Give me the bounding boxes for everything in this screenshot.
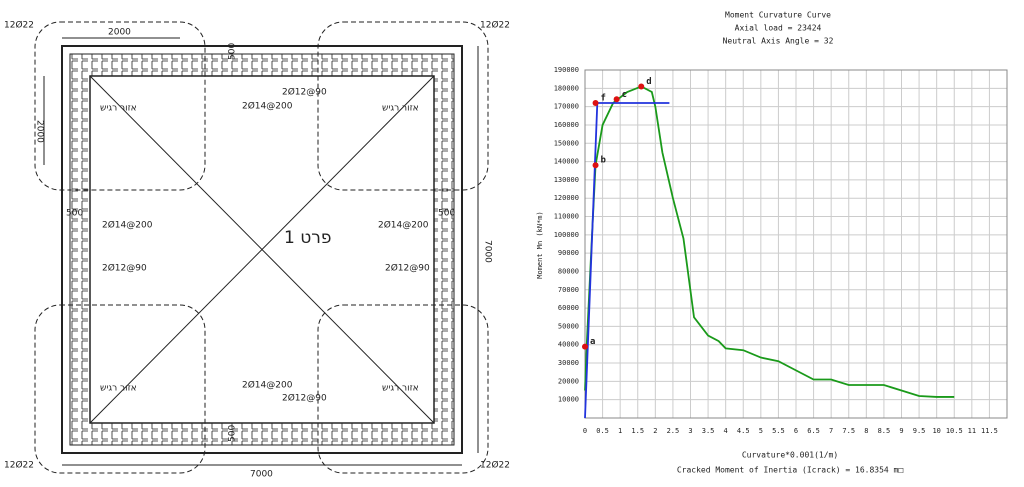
label: 500: [438, 209, 455, 219]
label: אזור רגיש: [100, 384, 137, 394]
plot-frame: [584, 69, 1008, 419]
y-tick-label: 140000: [554, 158, 579, 166]
label: 7000: [483, 240, 493, 263]
note: Cracked Moment of Inertia (Icrack) = 16.…: [677, 466, 904, 475]
y-tick-label: 60000: [558, 304, 579, 312]
x-tick-label: 11.5: [981, 427, 998, 435]
x-tick-label: 3: [688, 427, 692, 435]
zone: [34, 21, 206, 191]
x-tick-label: 10: [932, 427, 940, 435]
chart-subtitle: Neutral Axis Angle = 32: [723, 37, 834, 46]
x-tick-label: 0: [583, 427, 587, 435]
label: 2Ø12@90: [385, 263, 430, 274]
x-tick-label: 8.5: [878, 427, 891, 435]
y-tick-label: 80000: [558, 267, 579, 275]
chart-subtitle: Axial load = 23424: [735, 24, 822, 33]
point: [592, 99, 599, 106]
label: 2000: [35, 120, 45, 143]
x-tick-label: 7.5: [842, 427, 855, 435]
y-tick-label: 10000: [558, 396, 579, 404]
y-tick-label: 110000: [554, 213, 579, 221]
label: אזור רגיש: [382, 384, 419, 394]
diagonal: [89, 75, 435, 424]
y-tick-label: 20000: [558, 377, 579, 385]
label: 2Ø12@90: [282, 87, 327, 98]
label: אזור רגיש: [100, 104, 137, 114]
label: 500: [228, 43, 238, 60]
x-tick-label: 6: [794, 427, 798, 435]
x-tick-label: 7: [829, 427, 833, 435]
label: 12Ø22: [4, 460, 34, 471]
y-tick-label: 170000: [554, 103, 579, 111]
x-tick-label: 8: [864, 427, 868, 435]
label: פרט 1: [284, 228, 331, 248]
x-tick-label: 2.5: [667, 427, 680, 435]
point-label: a: [590, 337, 595, 347]
label: 2Ø12@90: [102, 263, 147, 274]
y-tick-label: 70000: [558, 286, 579, 294]
label: 2Ø14@200: [378, 220, 429, 231]
y-tick-label: 90000: [558, 249, 579, 257]
point-label: b: [601, 156, 607, 166]
y-tick-label: 130000: [554, 176, 579, 184]
y-tick-label: 40000: [558, 341, 579, 349]
y-tick-label: 100000: [554, 231, 579, 239]
x-tick-label: 4: [724, 427, 728, 435]
x-tick-label: 9.5: [913, 427, 926, 435]
x-tick-label: 1.5: [631, 427, 644, 435]
point: [582, 343, 588, 350]
y-tick-label: 30000: [558, 359, 579, 367]
x-tick-label: 11: [968, 427, 976, 435]
line-series: [584, 85, 955, 398]
label: אזור רגיש: [382, 104, 419, 114]
x-tick-label: 5: [759, 427, 763, 435]
label: 2000: [108, 28, 131, 38]
chart-title: Moment Curvature Curve: [725, 11, 831, 20]
x-tick-label: 0.5: [596, 427, 609, 435]
y-tick-label: 160000: [554, 121, 579, 129]
y-tick-label: 190000: [554, 66, 579, 74]
point-label: f: [601, 93, 606, 103]
label: 7000: [250, 470, 273, 480]
y-tick-label: 180000: [554, 84, 579, 92]
drawing: 12Ø22 12Ø22 12Ø22 12Ø22 2000 2000 500 2Ø…: [4, 20, 510, 480]
point-label: d: [646, 77, 651, 87]
label: 12Ø22: [480, 460, 510, 471]
y-tick-label: 50000: [558, 322, 579, 330]
x-tick-label: 6.5: [807, 427, 820, 435]
zone: [317, 304, 489, 474]
label: 2Ø12@90: [282, 393, 327, 404]
zone: [34, 304, 206, 474]
point: [613, 96, 620, 103]
outer-wall: [61, 45, 463, 454]
x-tick-label: 5.5: [772, 427, 785, 435]
label: 2Ø14@200: [102, 220, 153, 231]
y-axis-label: Moment Mn (kN*m): [536, 211, 544, 278]
point-label: c: [622, 90, 627, 100]
label: 2Ø14@200: [242, 101, 293, 112]
x-tick-label: 10.5: [946, 427, 963, 435]
label: 2Ø14@200: [242, 380, 293, 391]
x-tick-label: 2: [653, 427, 657, 435]
zone: [317, 21, 489, 191]
point: [638, 83, 645, 90]
y-tick-label: 120000: [554, 194, 579, 202]
label: 500: [228, 425, 238, 442]
x-tick-label: 9: [899, 427, 903, 435]
x-tick-label: 4.5: [737, 427, 750, 435]
label: 12Ø22: [480, 20, 510, 31]
x-axis-label: Curvature*0.001(1/m): [742, 451, 838, 460]
x-tick-label: 3.5: [702, 427, 715, 435]
label: 500: [66, 209, 83, 219]
chart: Moment Curvature Curve Axial load = 2342…: [536, 11, 1008, 475]
point: [592, 162, 599, 169]
x-tick-label: 1: [618, 427, 622, 435]
y-tick-label: 150000: [554, 139, 579, 147]
label: 12Ø22: [4, 20, 34, 31]
